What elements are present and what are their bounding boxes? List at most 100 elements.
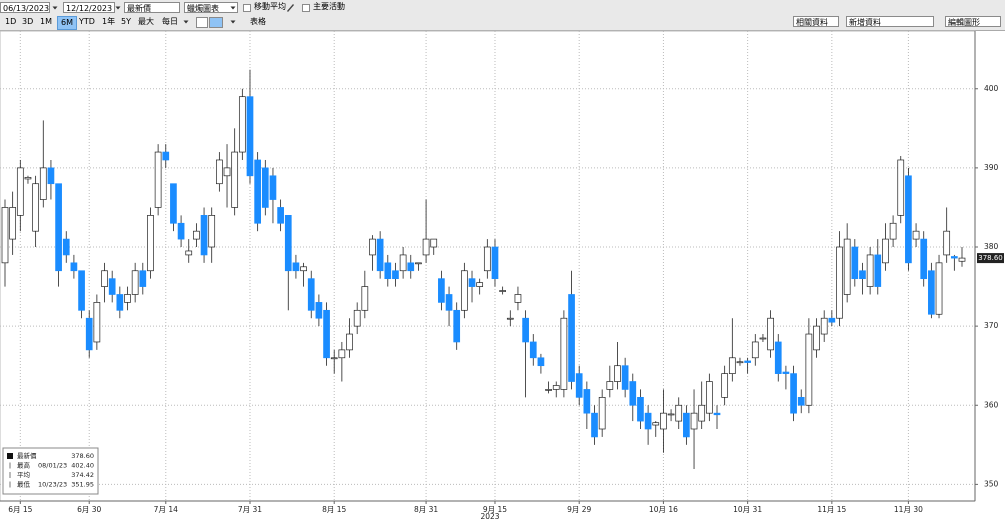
candle-body (690, 412, 698, 430)
candle-body (193, 230, 200, 240)
candle-body (177, 222, 185, 240)
chart-style-dropdown[interactable]: 蠟燭圖表 (184, 2, 238, 13)
candle-body (751, 341, 759, 359)
candle-body (506, 317, 514, 320)
candle-body (797, 396, 805, 406)
candle-body (644, 412, 652, 430)
candle-body (928, 270, 935, 315)
candle-body (124, 294, 131, 303)
candle-body (882, 238, 889, 264)
candle-body (376, 238, 384, 272)
candle-body (698, 404, 706, 422)
field-dropdown[interactable]: 最新價 (124, 2, 180, 13)
candle-body (384, 262, 392, 280)
legend-value: 374.42 (71, 471, 94, 479)
tool-button[interactable] (196, 17, 208, 28)
candle-body (361, 286, 369, 311)
legend-label: 平均 (17, 470, 31, 479)
candle-body (568, 294, 575, 382)
candle-body (660, 412, 667, 430)
tool-button[interactable] (209, 17, 223, 28)
table-button[interactable]: 表格 (250, 17, 266, 26)
y-tick-label: 360 (984, 400, 999, 409)
legend-label: 最高 (17, 461, 31, 470)
period-button[interactable]: 1D (5, 17, 17, 26)
candle-body (55, 183, 62, 272)
x-tick-label: 8月 15 (322, 505, 346, 514)
candle-body (231, 151, 239, 208)
legend-icon (7, 453, 13, 459)
candle-body (223, 167, 231, 177)
right-button[interactable]: 相關資料 (793, 16, 839, 27)
candle-body (139, 270, 147, 287)
candle-body (790, 373, 797, 414)
x-tick-label: 9月 29 (567, 505, 591, 514)
candle-body (675, 404, 683, 422)
candle-body (216, 159, 223, 185)
start-date-input[interactable]: 06/13/2023 (0, 2, 50, 13)
checkbox-label: 主要活動 (313, 2, 345, 11)
candle-body (621, 365, 629, 390)
candle-body (905, 175, 912, 264)
candle-body (261, 167, 269, 208)
candle-body (154, 151, 162, 208)
period-button[interactable]: 5Y (121, 17, 131, 26)
period-button[interactable]: 3D (22, 17, 34, 26)
candle-body (78, 270, 85, 311)
candle-body (445, 294, 453, 311)
candle-body (667, 413, 675, 416)
period-button[interactable]: 1年 (102, 17, 116, 26)
right-button[interactable]: 新增資料 (846, 16, 934, 27)
period-button[interactable]: 最大 (138, 17, 154, 26)
legend-box (2, 447, 99, 495)
candle-body (652, 422, 660, 426)
legend-value: 351.95 (71, 481, 94, 489)
period-button[interactable]: 6M (57, 16, 77, 30)
candle-body (828, 317, 836, 323)
candle-body (185, 250, 193, 256)
y-tick-label: 380 (984, 242, 999, 251)
candle-body (254, 159, 261, 224)
legend-value: 378.60 (71, 452, 94, 460)
candle-body (307, 278, 315, 311)
candle-body (552, 385, 560, 390)
candle-body (851, 246, 859, 280)
candle-body (422, 238, 430, 256)
checkbox[interactable] (302, 4, 310, 12)
candle-body (606, 381, 614, 390)
candle-body (39, 167, 47, 200)
frequency-dropdown[interactable]: 每日 (162, 17, 178, 26)
checkbox[interactable] (243, 4, 251, 12)
x-tick-label: 7月 31 (238, 505, 262, 514)
candle-body (736, 361, 744, 364)
end-date-input[interactable]: 12/12/2023 (63, 2, 115, 13)
candle-body (468, 278, 476, 287)
candle-body (1, 207, 9, 264)
candle-body (101, 270, 108, 287)
candle-body (300, 266, 307, 272)
toolbar-icons (52, 4, 294, 24)
right-button[interactable]: 編輯圖形 (945, 16, 1001, 27)
candle-body (767, 317, 774, 351)
candle-body (713, 412, 721, 416)
x-tick-label: 11月 30 (894, 505, 923, 514)
candle-body (415, 262, 422, 265)
dropdown-arrow (115, 6, 121, 10)
candle-body (721, 373, 729, 398)
period-button[interactable]: 1M (40, 17, 52, 26)
candle-body (430, 238, 438, 248)
y-tick-label: 400 (984, 84, 999, 93)
dropdown-arrow (52, 6, 58, 10)
dropdown-arrow (183, 20, 189, 24)
candle-body (369, 238, 376, 256)
x-tick-label: 8月 31 (414, 505, 438, 514)
period-button[interactable]: YTD (79, 17, 95, 26)
candle-body (499, 290, 506, 292)
candle-body (897, 159, 905, 216)
candle-body (407, 262, 415, 272)
candle-body (813, 325, 820, 351)
candle-body (866, 254, 874, 287)
candle-body (706, 381, 713, 414)
candle-body (843, 238, 851, 295)
candle-body (277, 207, 284, 224)
